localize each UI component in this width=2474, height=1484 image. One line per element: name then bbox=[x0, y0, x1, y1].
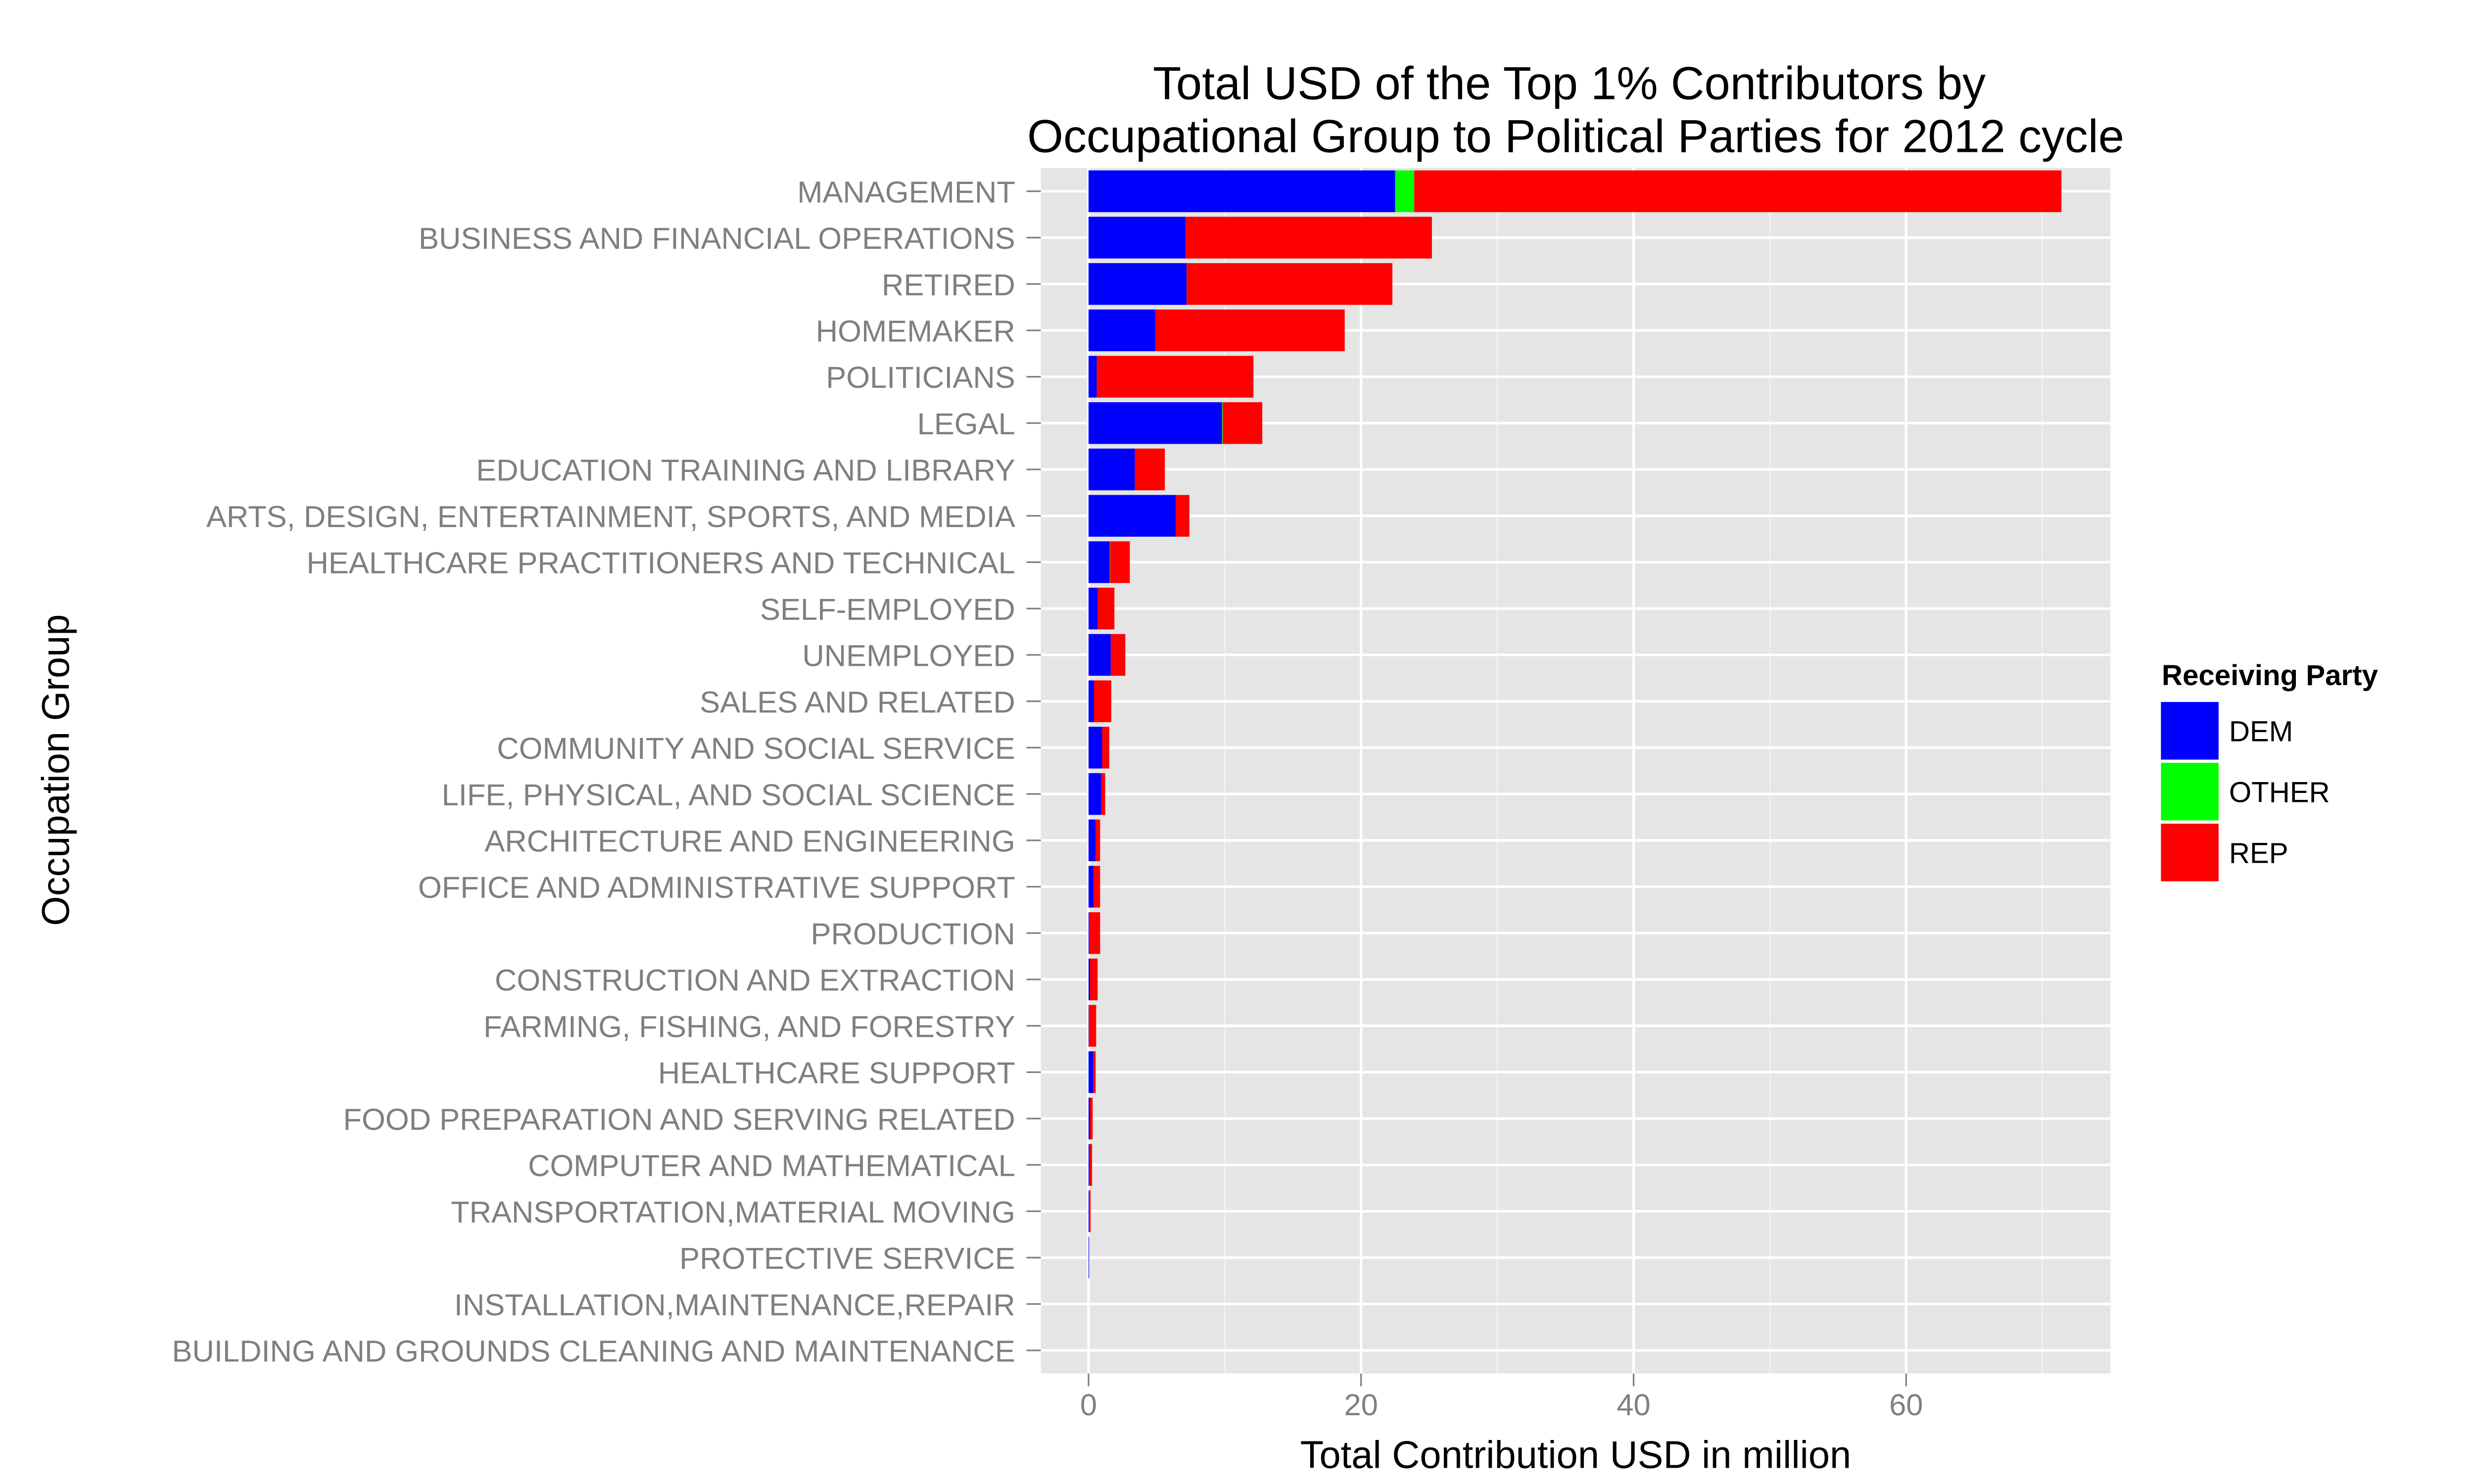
bar-rep bbox=[1089, 1005, 1096, 1047]
bar-dem bbox=[1088, 1144, 1090, 1186]
y-tick-label: LIFE, PHYSICAL, AND SOCIAL SCIENCE bbox=[442, 778, 1015, 812]
bar-dem bbox=[1088, 588, 1098, 630]
y-tick-label: FOOD PREPARATION AND SERVING RELATED bbox=[343, 1103, 1015, 1137]
bar-rep bbox=[1090, 958, 1098, 1001]
legend-key-dem bbox=[2159, 700, 2221, 761]
bar-dem bbox=[1088, 773, 1101, 815]
bar-rep bbox=[1089, 1144, 1093, 1186]
y-tick-label: HOMEMAKER bbox=[816, 315, 1015, 349]
y-tick-label: EDUCATION TRAINING AND LIBRARY bbox=[476, 454, 1015, 488]
y-tick-label: BUILDING AND GROUNDS CLEANING AND MAINTE… bbox=[172, 1334, 1015, 1368]
y-tick-label: ARTS, DESIGN, ENTERTAINMENT, SPORTS, AND… bbox=[206, 500, 1015, 534]
bar-rep bbox=[1094, 866, 1100, 908]
bar-dem bbox=[1088, 1098, 1090, 1140]
bar-rep bbox=[1093, 1051, 1096, 1093]
bar-rep bbox=[1414, 170, 2062, 212]
bar-dem bbox=[1088, 958, 1090, 1001]
legend-label-dem: DEM bbox=[2229, 715, 2293, 747]
bar-rep bbox=[1089, 912, 1100, 954]
y-tick-label: SELF-EMPLOYED bbox=[760, 593, 1015, 627]
y-tick-label: PROTECTIVE SERVICE bbox=[679, 1242, 1015, 1276]
chart-title-line-1: Total USD of the Top 1% Contributors by bbox=[1153, 57, 1986, 109]
bar-dem bbox=[1088, 819, 1096, 862]
x-axis: 0 20 40 60 bbox=[1080, 1373, 1923, 1422]
bars bbox=[1088, 170, 2062, 1279]
x-tick-label: 0 bbox=[1080, 1388, 1097, 1422]
bar-rep bbox=[1090, 1098, 1093, 1140]
legend-key-rep bbox=[2159, 822, 2221, 883]
bar-rep bbox=[1187, 263, 1393, 305]
bar-rep bbox=[1155, 309, 1345, 352]
x-tick-label: 40 bbox=[1617, 1388, 1650, 1422]
legend-label-rep: REP bbox=[2229, 837, 2288, 869]
bar-rep bbox=[1223, 402, 1263, 444]
bar-rep bbox=[1094, 680, 1111, 722]
bar-rep bbox=[1102, 727, 1109, 769]
bar-rep bbox=[1110, 541, 1130, 583]
bar-other bbox=[1395, 170, 1415, 212]
legend-label-other: OTHER bbox=[2229, 776, 2330, 808]
y-tick-label: MANAGEMENT bbox=[797, 175, 1015, 209]
bar-dem bbox=[1088, 680, 1094, 722]
legend-title: Receiving Party bbox=[2162, 659, 2379, 692]
bar-dem bbox=[1088, 356, 1097, 398]
bar-rep bbox=[1097, 588, 1115, 630]
bar-dem bbox=[1088, 217, 1186, 259]
bar-dem bbox=[1088, 634, 1111, 676]
bar-rep bbox=[1101, 773, 1105, 815]
bar-dem bbox=[1088, 1051, 1094, 1093]
bar-other bbox=[1222, 402, 1223, 444]
bar-dem bbox=[1088, 866, 1094, 908]
y-tick-label: SALES AND RELATED bbox=[700, 685, 1015, 719]
y-tick-label: ARCHITECTURE AND ENGINEERING bbox=[484, 824, 1015, 858]
bar-rep bbox=[1089, 1190, 1091, 1232]
bar-dem bbox=[1088, 495, 1176, 537]
bar-dem bbox=[1088, 541, 1110, 583]
y-tick-label: FARMING, FISHING, AND FORESTRY bbox=[483, 1010, 1015, 1044]
bar-rep bbox=[1110, 634, 1126, 676]
bar-dem bbox=[1088, 263, 1187, 305]
y-tick-label: UNEMPLOYED bbox=[802, 639, 1015, 673]
bar-rep bbox=[1176, 495, 1189, 537]
bar-rep bbox=[1096, 356, 1254, 398]
bar-dem bbox=[1088, 309, 1155, 352]
bar-dem bbox=[1088, 170, 1395, 212]
y-tick-label: TRANSPORTATION,MATERIAL MOVING bbox=[451, 1195, 1015, 1229]
y-tick-label: BUSINESS AND FINANCIAL OPERATIONS bbox=[419, 222, 1015, 256]
bar-dem bbox=[1088, 448, 1135, 491]
x-axis-title: Total Contribution USD in million bbox=[1300, 1434, 1852, 1477]
x-tick-label: 60 bbox=[1889, 1388, 1923, 1422]
bar-dem bbox=[1088, 402, 1222, 444]
x-tick-label: 20 bbox=[1344, 1388, 1378, 1422]
y-axis-title: Occupation Group bbox=[35, 614, 77, 926]
y-tick-label: INSTALLATION,MAINTENANCE,REPAIR bbox=[454, 1288, 1015, 1322]
y-tick-label: POLITICIANS bbox=[826, 361, 1015, 395]
bar-rep bbox=[1135, 448, 1165, 491]
y-tick-label: COMPUTER AND MATHEMATICAL bbox=[528, 1149, 1015, 1183]
legend-key-other bbox=[2159, 761, 2221, 822]
y-tick-label: OFFICE AND ADMINISTRATIVE SUPPORT bbox=[418, 871, 1015, 905]
bar-dem bbox=[1088, 727, 1102, 769]
y-tick-label: CONSTRUCTION AND EXTRACTION bbox=[495, 964, 1015, 998]
bar-rep bbox=[1185, 217, 1432, 259]
chart-title-line-2: Occupational Group to Political Parties … bbox=[1027, 110, 2124, 162]
y-tick-label: COMMUNITY AND SOCIAL SERVICE bbox=[497, 732, 1015, 766]
y-tick-label: RETIRED bbox=[882, 268, 1015, 302]
y-tick-label: LEGAL bbox=[917, 407, 1015, 441]
y-tick-label: HEALTHCARE PRACTITIONERS AND TECHNICAL bbox=[307, 546, 1015, 580]
bar-rep bbox=[1095, 819, 1100, 862]
legend: Receiving Party DEM OTHER REP bbox=[2159, 659, 2379, 883]
y-tick-label: PRODUCTION bbox=[811, 917, 1015, 951]
y-tick-label: HEALTHCARE SUPPORT bbox=[658, 1056, 1015, 1090]
y-axis: MANAGEMENT BUSINESS AND FINANCIAL OPERATI… bbox=[172, 175, 1041, 1368]
